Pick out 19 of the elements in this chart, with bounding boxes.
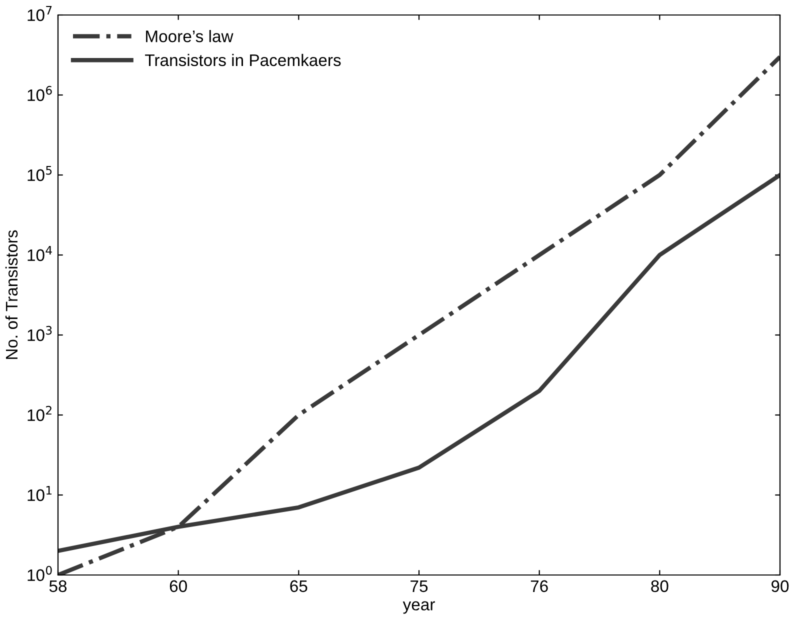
y-axis-title: No. of Transistors xyxy=(5,230,18,359)
x-tick-label: 80 xyxy=(651,580,668,592)
y-tick-label: 10$^{5}$ xyxy=(28,166,52,182)
y-tick-label: 10$^{3}$ xyxy=(28,326,52,342)
x-tick-label: 65 xyxy=(290,580,308,592)
x-tick-label: 90 xyxy=(772,580,789,592)
y-tick-label: 10$^{2}$ xyxy=(28,406,52,422)
legend-label: Moore’s law xyxy=(146,30,234,42)
y-tick-label: 10$^{4}$ xyxy=(28,246,52,262)
legend-label: Transistors in Pacemkaers xyxy=(145,54,341,66)
x-tick-label: 60 xyxy=(170,580,187,592)
y-tick-label: 10$^{6}$ xyxy=(28,86,52,102)
x-tick-label: 75 xyxy=(410,580,428,592)
y-tick-label: 10$^{7}$ xyxy=(28,6,52,22)
x-tick-label: 58 xyxy=(49,580,67,592)
y-tick-label: 10$^{0}$ xyxy=(28,566,52,582)
x-tick-label: 76 xyxy=(530,580,548,592)
y-tick-label: 10$^{1}$ xyxy=(28,486,52,502)
x-axis-title: year xyxy=(402,601,435,614)
